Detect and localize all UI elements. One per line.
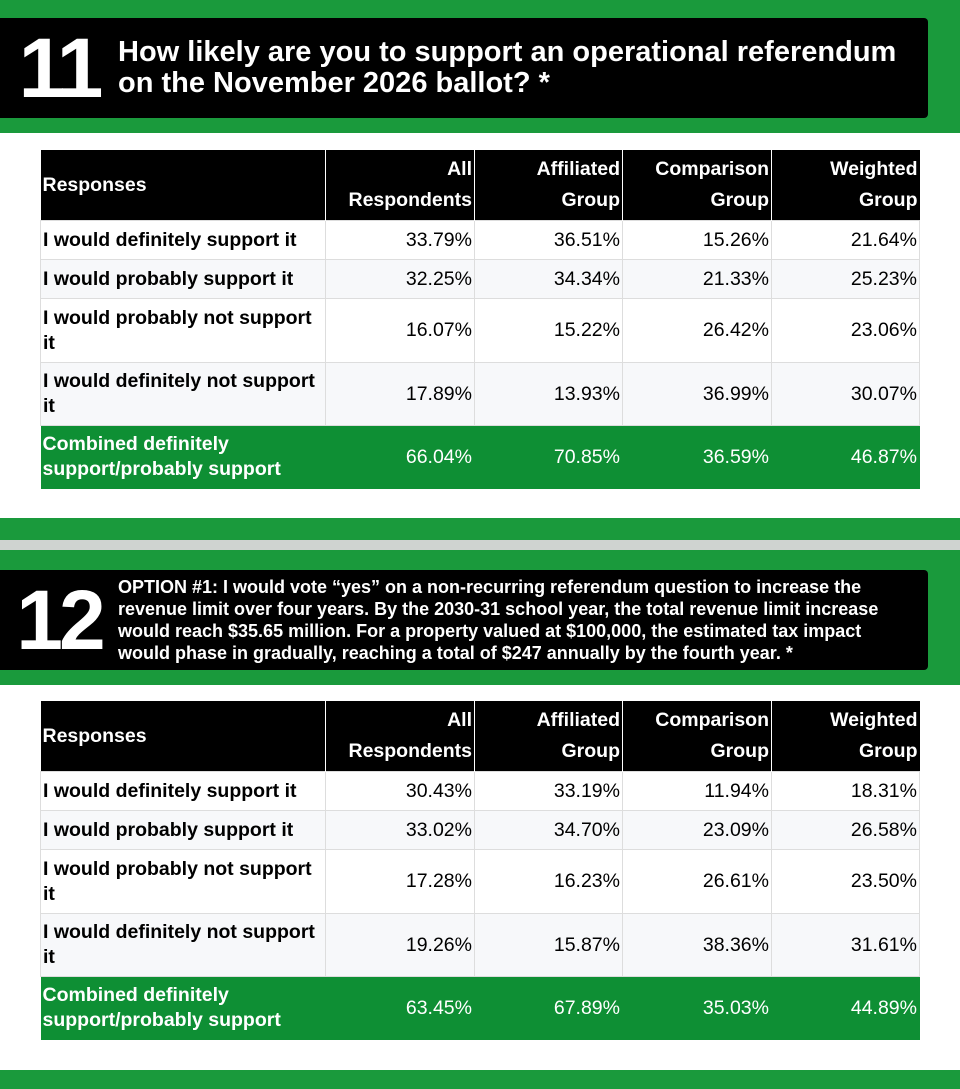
header-cell: Comparison Group bbox=[622, 150, 772, 221]
response-cell: I would definitely support it bbox=[40, 220, 326, 260]
header-cell: All Respondents bbox=[325, 150, 475, 221]
value-cell: 66.04% bbox=[325, 425, 475, 489]
value-cell: 11.94% bbox=[622, 771, 772, 811]
green-band bbox=[0, 518, 960, 540]
header-row: Responses All Respondents Affiliated Group… bbox=[40, 701, 920, 772]
header-cell: Responses bbox=[40, 701, 326, 772]
table-row: I would definitely support it 33.79% 36.51… bbox=[40, 220, 920, 260]
value-cell: 33.79% bbox=[325, 220, 475, 260]
value-cell: 35.03% bbox=[622, 976, 772, 1040]
question-number: 12 bbox=[16, 573, 105, 667]
value-cell: 16.23% bbox=[474, 849, 623, 914]
value-cell: 32.25% bbox=[325, 259, 475, 299]
value-cell: 46.87% bbox=[771, 425, 920, 489]
green-band bbox=[0, 1070, 960, 1089]
value-cell: 36.51% bbox=[474, 220, 623, 260]
response-cell: I would probably not support it bbox=[40, 298, 326, 363]
value-cell: 30.07% bbox=[771, 362, 920, 426]
value-cell: 13.93% bbox=[474, 362, 623, 426]
response-cell: Combined definitely support/probably sup… bbox=[40, 976, 326, 1040]
value-cell: 17.89% bbox=[325, 362, 475, 426]
value-cell: 23.09% bbox=[622, 810, 772, 850]
value-cell: 36.99% bbox=[622, 362, 772, 426]
results-table: Responses All Respondents Affiliated Group… bbox=[40, 150, 920, 489]
value-cell: 26.42% bbox=[622, 298, 772, 363]
response-cell: I would probably support it bbox=[40, 259, 326, 299]
response-cell: I would definitely support it bbox=[40, 771, 326, 811]
question-text: OPTION #1: I would vote “yes” on a non-r… bbox=[118, 577, 879, 663]
question-text: How likely are you to support an operati… bbox=[118, 36, 897, 99]
header-cell: Weighted Group bbox=[771, 150, 920, 221]
value-cell: 38.36% bbox=[622, 913, 772, 977]
value-cell: 16.07% bbox=[325, 298, 475, 363]
header-cell: All Respondents bbox=[325, 701, 475, 772]
value-cell: 31.61% bbox=[771, 913, 920, 977]
header-cell: Responses bbox=[40, 150, 326, 221]
value-cell: 21.64% bbox=[771, 220, 920, 260]
value-cell: 23.06% bbox=[771, 298, 920, 363]
table-row: I would probably not support it 17.28% 16.… bbox=[40, 849, 920, 914]
question-header: 11 How likely are you to support an opera… bbox=[0, 18, 928, 118]
value-cell: 21.33% bbox=[622, 259, 772, 299]
value-cell: 63.45% bbox=[325, 976, 475, 1040]
value-cell: 19.26% bbox=[325, 913, 475, 977]
header-cell: Comparison Group bbox=[622, 701, 772, 772]
value-cell: 44.89% bbox=[771, 976, 920, 1040]
response-cell: I would probably support it bbox=[40, 810, 326, 850]
value-cell: 18.31% bbox=[771, 771, 920, 811]
header-cell: Affiliated Group bbox=[474, 150, 623, 221]
response-cell: I would probably not support it bbox=[40, 849, 326, 914]
results-table: Responses All Respondents Affiliated Group… bbox=[40, 701, 920, 1040]
table-row: Combined definitely support/probably sup… bbox=[40, 425, 920, 489]
value-cell: 15.26% bbox=[622, 220, 772, 260]
value-cell: 25.23% bbox=[771, 259, 920, 299]
value-cell: 23.50% bbox=[771, 849, 920, 914]
question-number: 11 bbox=[18, 21, 104, 115]
response-cell: I would definitely not support it bbox=[40, 362, 326, 426]
value-cell: 70.85% bbox=[474, 425, 623, 489]
value-cell: 15.22% bbox=[474, 298, 623, 363]
value-cell: 34.70% bbox=[474, 810, 623, 850]
header-cell: Weighted Group bbox=[771, 701, 920, 772]
table-row: I would probably support it 33.02% 34.70% 2… bbox=[40, 810, 920, 850]
question-header: 12 OPTION #1: I would vote “yes” on a non… bbox=[0, 570, 928, 670]
divider bbox=[0, 540, 960, 550]
value-cell: 67.89% bbox=[474, 976, 623, 1040]
response-cell: Combined definitely support/probably sup… bbox=[40, 425, 326, 489]
value-cell: 36.59% bbox=[622, 425, 772, 489]
table-row: I would probably not support it 16.07% 15.… bbox=[40, 298, 920, 363]
value-cell: 33.02% bbox=[325, 810, 475, 850]
value-cell: 15.87% bbox=[474, 913, 623, 977]
value-cell: 33.19% bbox=[474, 771, 623, 811]
table-row: I would probably support it 32.25% 34.34% 2… bbox=[40, 259, 920, 299]
header-cell: Affiliated Group bbox=[474, 701, 623, 772]
header-row: Responses All Respondents Affiliated Group… bbox=[40, 150, 920, 221]
table-row: Combined definitely support/probably sup… bbox=[40, 976, 920, 1040]
table-row: I would definitely not support it 19.26% 1… bbox=[40, 913, 920, 977]
value-cell: 26.61% bbox=[622, 849, 772, 914]
response-cell: I would definitely not support it bbox=[40, 913, 326, 977]
value-cell: 17.28% bbox=[325, 849, 475, 914]
table-row: I would definitely support it 30.43% 33.19… bbox=[40, 771, 920, 811]
value-cell: 30.43% bbox=[325, 771, 475, 811]
value-cell: 26.58% bbox=[771, 810, 920, 850]
table-row: I would definitely not support it 17.89% 1… bbox=[40, 362, 920, 426]
value-cell: 34.34% bbox=[474, 259, 623, 299]
